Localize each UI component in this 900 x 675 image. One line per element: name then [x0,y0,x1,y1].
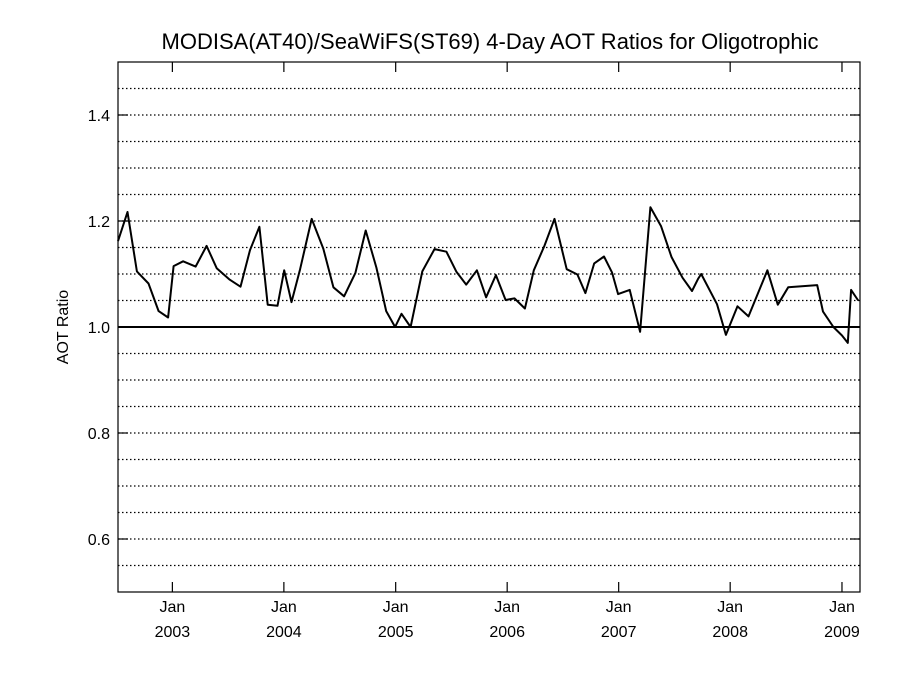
series-line [117,206,860,344]
x-tick-label-month: Jan [159,599,185,616]
x-tick-label-year: 2008 [712,624,748,641]
y-tick-label: 1.0 [88,320,110,337]
y-axis: 1.4 1.2 1.0 0.8 0.6 [88,108,860,549]
x-tick-label-year: 2006 [489,624,525,641]
y-tick-label: 1.2 [88,214,110,231]
x-tick-label-year: 2009 [824,624,860,641]
x-tick-label-year: 2005 [378,624,414,641]
x-axis: Jan 2003 Jan 2004 Jan 2005 Jan 2006 Jan 2007 Jan 20… [155,62,860,641]
chart-title: MODISA(AT40)/SeaWiFS(ST69) 4-Day AOT Rat… [162,29,819,54]
x-tick-label-year: 2007 [601,624,637,641]
y-tick-label: 0.8 [88,426,110,443]
x-tick-label-month: Jan [606,599,632,616]
x-tick-label-year: 2004 [266,624,302,641]
x-tick-label-month: Jan [829,599,855,616]
x-tick-label-month: Jan [717,599,743,616]
y-tick-label: 1.4 [88,108,110,125]
x-tick-label-month: Jan [494,599,520,616]
y-tick-label: 0.6 [88,532,110,549]
series-group [117,206,860,344]
x-tick-label-year: 2003 [155,624,191,641]
x-tick-label-month: Jan [271,599,297,616]
x-tick-label-month: Jan [383,599,409,616]
y-axis-label: AOT Ratio [55,290,72,365]
